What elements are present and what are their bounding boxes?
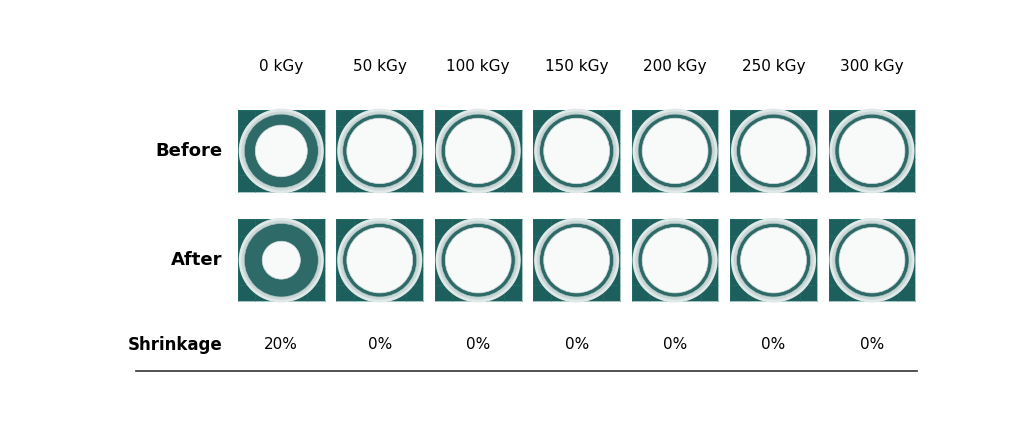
Ellipse shape [536, 219, 618, 301]
Ellipse shape [634, 219, 717, 301]
Bar [336, 219, 424, 301]
Text: 0%: 0% [663, 337, 688, 352]
Ellipse shape [642, 118, 708, 184]
Ellipse shape [437, 219, 519, 301]
Ellipse shape [342, 224, 416, 297]
Text: 0%: 0% [762, 337, 785, 352]
Ellipse shape [736, 114, 811, 188]
Text: 200 kGy: 200 kGy [644, 59, 707, 74]
Bar [336, 110, 424, 192]
Bar [237, 219, 325, 301]
Text: 50 kGy: 50 kGy [353, 59, 407, 74]
Ellipse shape [831, 219, 913, 301]
Text: 250 kGy: 250 kGy [742, 59, 805, 74]
Bar [730, 219, 817, 301]
Bar [632, 219, 719, 301]
Text: 0 kGy: 0 kGy [259, 59, 303, 74]
Ellipse shape [831, 110, 913, 192]
Text: Before: Before [155, 142, 222, 160]
Ellipse shape [245, 114, 319, 188]
Text: After: After [171, 251, 222, 269]
Bar [829, 110, 915, 192]
Ellipse shape [736, 224, 811, 297]
Ellipse shape [638, 114, 712, 188]
Ellipse shape [338, 110, 420, 192]
Bar [435, 110, 521, 192]
Text: 150 kGy: 150 kGy [545, 59, 609, 74]
Ellipse shape [540, 114, 614, 188]
Ellipse shape [338, 219, 420, 301]
Bar [534, 219, 620, 301]
Bar [632, 110, 719, 192]
Ellipse shape [255, 125, 307, 177]
Bar [534, 110, 620, 192]
Ellipse shape [544, 227, 610, 293]
Ellipse shape [544, 118, 610, 184]
Bar [435, 219, 521, 301]
Ellipse shape [241, 110, 323, 192]
Bar [237, 110, 325, 192]
Text: 0%: 0% [564, 337, 589, 352]
Ellipse shape [839, 227, 905, 293]
Bar [829, 219, 915, 301]
Ellipse shape [839, 118, 905, 184]
Ellipse shape [732, 219, 815, 301]
Ellipse shape [634, 110, 717, 192]
Ellipse shape [445, 118, 511, 184]
Text: 300 kGy: 300 kGy [840, 59, 904, 74]
Ellipse shape [638, 224, 712, 297]
Ellipse shape [342, 114, 416, 188]
Ellipse shape [262, 241, 300, 279]
Ellipse shape [245, 224, 319, 297]
Ellipse shape [445, 227, 511, 293]
Ellipse shape [835, 114, 909, 188]
Ellipse shape [642, 227, 708, 293]
Text: 0%: 0% [859, 337, 884, 352]
Ellipse shape [835, 224, 909, 297]
Text: 0%: 0% [368, 337, 392, 352]
Bar [730, 110, 817, 192]
Text: 100 kGy: 100 kGy [446, 59, 510, 74]
Text: Shrinkage: Shrinkage [127, 336, 222, 353]
Ellipse shape [540, 224, 614, 297]
Ellipse shape [346, 118, 412, 184]
Text: 0%: 0% [466, 337, 490, 352]
Ellipse shape [437, 110, 519, 192]
Ellipse shape [536, 110, 618, 192]
Ellipse shape [740, 118, 806, 184]
Ellipse shape [732, 110, 815, 192]
Ellipse shape [346, 227, 412, 293]
Ellipse shape [441, 224, 515, 297]
Ellipse shape [441, 114, 515, 188]
Ellipse shape [241, 219, 323, 301]
Ellipse shape [740, 227, 806, 293]
Text: 20%: 20% [264, 337, 298, 352]
